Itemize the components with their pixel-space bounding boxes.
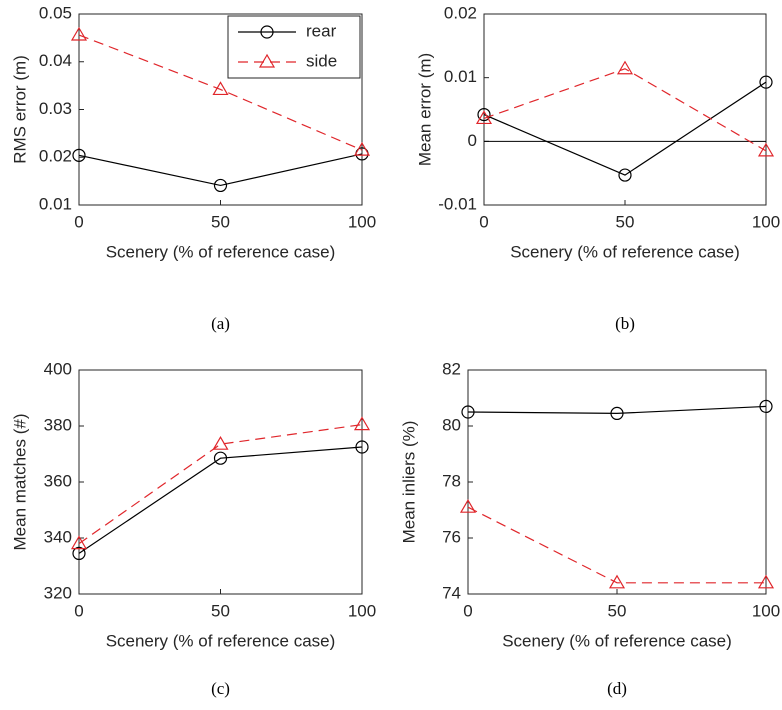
marker-triangle — [212, 436, 229, 450]
legend-label: side — [306, 51, 337, 70]
y-tick-label: 76 — [442, 527, 461, 546]
x-tick-label: 100 — [752, 601, 780, 620]
x-tick-label: 50 — [616, 212, 635, 231]
legend-box — [227, 15, 361, 79]
y-tick-label: 0.02 — [444, 3, 477, 22]
caption: (b) — [615, 314, 635, 333]
y-tick-label: 320 — [44, 583, 72, 602]
x-tick-label: 0 — [463, 601, 472, 620]
y-axis-label: Mean inliers (%) — [399, 421, 418, 544]
marker-circle — [618, 168, 632, 182]
x-tick-label: 100 — [348, 212, 376, 231]
y-tick-label: 0 — [468, 131, 477, 150]
y-axis-label: Mean error (m) — [415, 53, 434, 166]
axes-frame — [78, 369, 363, 595]
x-tick-label: 100 — [348, 601, 376, 620]
caption: (d) — [607, 679, 627, 698]
y-tick-label: -0.01 — [438, 194, 477, 213]
x-axis-label: Scenery (% of reference case) — [106, 242, 336, 261]
x-tick-label: 50 — [211, 212, 230, 231]
caption: (a) — [211, 314, 230, 333]
marker-triangle — [608, 574, 626, 589]
marker-triangle — [459, 499, 477, 513]
y-tick-label: 400 — [44, 359, 72, 378]
y-tick-label: 74 — [442, 583, 461, 602]
marker-triangle — [616, 60, 634, 75]
y-tick-label: 80 — [442, 415, 461, 434]
y-tick-label: 360 — [44, 471, 72, 490]
marker-triangle — [353, 141, 371, 156]
y-tick-label: 0.05 — [39, 3, 72, 22]
y-axis-label: RMS error (m) — [10, 55, 29, 164]
y-tick-label: 78 — [442, 471, 461, 490]
series-line — [78, 424, 363, 545]
series-line — [467, 506, 766, 584]
y-tick-label: 0.01 — [444, 67, 477, 86]
marker-circle — [72, 148, 86, 162]
x-tick-label: 0 — [74, 212, 83, 231]
legend-marker — [260, 25, 274, 39]
x-axis-label: Scenery (% of reference case) — [510, 242, 740, 261]
series-line — [78, 153, 363, 187]
marker-circle — [477, 107, 491, 122]
series-line — [467, 405, 767, 415]
marker-circle — [461, 405, 475, 419]
legend-marker — [258, 53, 276, 68]
marker-circle — [759, 399, 773, 413]
y-tick-label: 0.02 — [39, 147, 72, 166]
x-tick-label: 50 — [608, 601, 627, 620]
marker-triangle — [757, 574, 775, 589]
legend-label: rear — [306, 21, 337, 40]
marker-circle — [759, 75, 773, 89]
marker-circle — [72, 546, 86, 561]
marker-triangle — [757, 142, 775, 157]
x-axis-label: Scenery (% of reference case) — [106, 631, 336, 650]
axes-frame — [467, 369, 767, 595]
y-tick-label: 82 — [442, 359, 461, 378]
series-line — [78, 446, 363, 554]
marker-circle — [355, 440, 369, 454]
y-tick-label: 380 — [44, 415, 72, 434]
panel: 320 340 360 380 400 0 50 100 Scenery (% of refer… — [10, 359, 376, 697]
marker-triangle — [70, 535, 88, 550]
series-line — [483, 68, 767, 152]
x-axis-label: Scenery (% of reference case) — [502, 631, 732, 650]
caption: (c) — [211, 679, 230, 698]
y-tick-label: 0.01 — [39, 194, 72, 213]
marker-circle — [610, 406, 624, 420]
panel: 0.01 0.02 0.03 0.04 0.05 0 50 100 Scenery (% of … — [10, 3, 376, 332]
x-tick-label: 0 — [74, 601, 83, 620]
panel: 74 76 78 80 82 0 50 100 Scenery (% of reference … — [399, 359, 780, 697]
series-line — [78, 34, 363, 151]
marker-circle — [213, 451, 228, 465]
marker-triangle — [212, 81, 229, 96]
x-tick-label: 0 — [479, 212, 488, 231]
y-tick-label: 340 — [44, 527, 72, 546]
y-axis-label: Mean matches (#) — [10, 414, 29, 551]
x-tick-label: 100 — [752, 212, 780, 231]
series-line — [483, 81, 767, 176]
marker-triangle — [353, 416, 371, 431]
x-tick-label: 50 — [211, 601, 230, 620]
y-tick-label: 0.04 — [39, 51, 72, 70]
marker-triangle — [475, 110, 493, 125]
legend: rear side — [227, 15, 361, 79]
marker-circle — [213, 178, 228, 193]
y-tick-label: 0.03 — [39, 99, 72, 118]
marker-triangle — [70, 26, 88, 41]
